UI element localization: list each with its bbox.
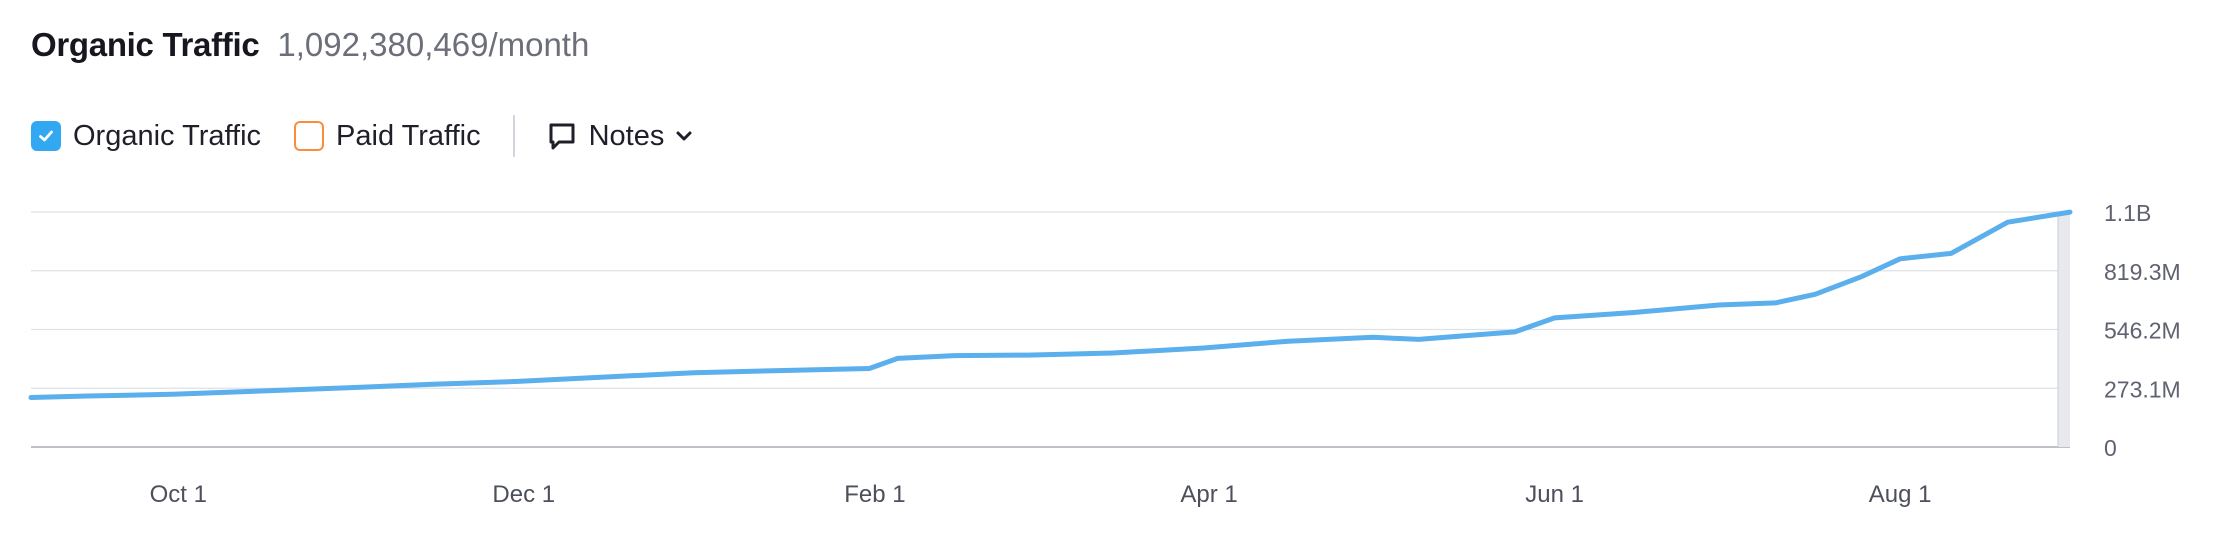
chevron-down-icon: [676, 131, 692, 141]
current-period-band: [2058, 212, 2070, 447]
x-tick-label: Dec 1: [492, 481, 555, 508]
legend-paid-traffic[interactable]: Paid Traffic: [294, 120, 481, 153]
chart-title: Organic Traffic: [31, 26, 260, 63]
organic-traffic-label: Organic Traffic: [73, 119, 262, 152]
x-tick-label: Apr 1: [1180, 481, 1237, 508]
x-tick-label: Aug 1: [1869, 481, 1932, 508]
y-tick-label: 0: [2104, 435, 2117, 461]
organic-traffic-checkbox[interactable]: [31, 121, 61, 151]
comment-icon: [549, 123, 575, 150]
checkmark-icon: [39, 130, 53, 142]
chart-header: Organic Traffic 1,092,380,469/month: [31, 26, 589, 64]
legend-divider: [512, 115, 515, 157]
paid-traffic-checkbox[interactable]: [294, 121, 325, 151]
y-tick-label: 1.1B: [2104, 200, 2151, 226]
y-tick-label: 546.2M: [2104, 318, 2181, 344]
traffic-value: 1,092,380,469/month: [277, 26, 590, 63]
legend: Organic Traffic Paid Traffic Notes: [31, 115, 695, 157]
x-tick-label: Feb 1: [844, 481, 905, 508]
notes-label: Notes: [588, 119, 665, 152]
paid-traffic-label: Paid Traffic: [336, 119, 481, 152]
x-tick-label: Jun 1: [1525, 481, 1584, 508]
legend-organic-traffic[interactable]: Organic Traffic: [31, 120, 261, 153]
organic-traffic-line: [28, 209, 2073, 400]
x-tick-label: Oct 1: [150, 481, 207, 508]
y-tick-label: 273.1M: [2104, 376, 2181, 402]
notes-dropdown[interactable]: Notes: [547, 120, 695, 153]
y-tick-label: 819.3M: [2104, 259, 2181, 285]
